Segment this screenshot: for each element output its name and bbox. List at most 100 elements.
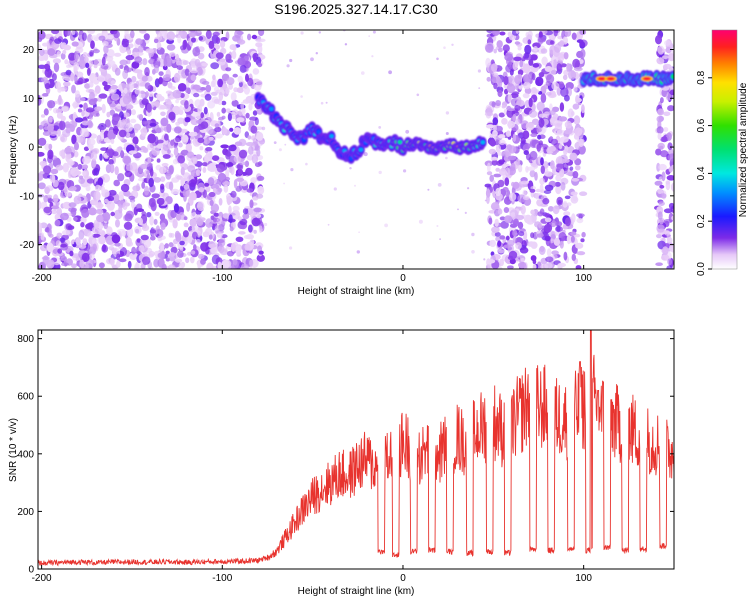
noise-blob: [197, 261, 202, 269]
noise-blob: [436, 225, 439, 227]
noise-blob: [178, 142, 183, 148]
noise-blob: [146, 170, 150, 175]
noise-blob: [161, 263, 167, 269]
noise-blob: [103, 44, 109, 54]
noise-blob: [661, 171, 666, 182]
noise-blob: [239, 218, 248, 226]
noise-blob: [172, 89, 182, 99]
noise-blob: [532, 63, 540, 68]
noise-blob: [160, 117, 169, 127]
noise-blob: [81, 109, 85, 117]
noise-blob: [530, 241, 538, 249]
noise-blob: [156, 57, 161, 62]
noise-blob: [95, 112, 100, 117]
noise-blob: [537, 134, 542, 140]
noise-blob: [560, 181, 566, 191]
noise-blob: [566, 234, 571, 245]
noise-blob: [68, 207, 77, 213]
noise-blob: [157, 252, 165, 259]
noise-blob: [248, 102, 253, 111]
noise-blob: [509, 258, 516, 265]
noise-blob: [167, 264, 176, 269]
trace-series: [254, 91, 487, 164]
noise-blob: [250, 125, 258, 134]
noise-blob: [105, 164, 112, 174]
noise-blob: [231, 115, 237, 120]
noise-blob: [137, 45, 144, 54]
noise-blob: [242, 213, 250, 220]
noise-blob: [139, 90, 145, 95]
noise-blob: [662, 246, 669, 256]
noise-blob: [666, 132, 672, 141]
noise-blob: [49, 130, 58, 137]
noise-blob: [113, 125, 119, 135]
noise-blob: [520, 205, 526, 215]
noise-blob: [545, 91, 552, 96]
noise-blob: [238, 231, 246, 235]
noise-blob: [504, 53, 514, 62]
noise-blob: [198, 187, 205, 193]
noise-blob: [62, 74, 70, 81]
noise-blob: [48, 143, 53, 150]
noise-blob: [96, 134, 102, 144]
noise-blob: [300, 31, 304, 35]
noise-blob: [111, 234, 121, 244]
y-tick-label: 20: [23, 45, 35, 56]
noise-blob: [486, 171, 493, 176]
noise-blob: [239, 64, 247, 73]
noise-blob: [248, 205, 255, 215]
noise-blob: [157, 139, 164, 144]
noise-blob: [490, 202, 500, 211]
colorbar-frame: [711, 29, 738, 270]
noise-blob: [88, 116, 93, 120]
noise-blob: [540, 157, 544, 166]
noise-blob: [504, 177, 510, 187]
noise-blob: [248, 224, 253, 233]
noise-blob: [505, 130, 511, 137]
noise-blob: [491, 159, 498, 166]
noise-blob: [565, 82, 574, 90]
noise-blob: [554, 181, 561, 187]
noise-blob: [121, 230, 126, 237]
noise-blob: [147, 133, 157, 144]
noise-blob: [573, 86, 578, 92]
noise-blob: [575, 265, 582, 269]
noise-blob: [562, 200, 568, 208]
noise-blob: [217, 172, 227, 183]
noise-blob: [668, 202, 674, 210]
noise-blob: [78, 229, 85, 240]
noise-blob: [55, 164, 64, 171]
noise-blob: [204, 93, 212, 101]
noise-blob: [572, 193, 578, 202]
colorbar-ticks: 0.0 0.2 0.4 0.6 0.8: [696, 70, 712, 276]
noise-blob: [38, 124, 44, 130]
noise-blob: [245, 112, 250, 119]
noise-blob: [477, 69, 481, 73]
noise-blob: [145, 48, 154, 54]
noise-blob: [559, 102, 565, 112]
noise-blob: [140, 163, 148, 170]
noise-blob: [226, 195, 231, 206]
noise-blob: [205, 227, 213, 236]
noise-blob: [182, 188, 190, 198]
noise-blob: [403, 169, 407, 173]
noise-blob: [95, 209, 104, 214]
noise-blob: [506, 107, 516, 112]
noise-blob: [63, 81, 71, 87]
noise-blob: [154, 64, 159, 74]
noise-blob: [667, 105, 674, 112]
colorbar-tick-label: 0.6: [696, 118, 707, 132]
noise-blob: [214, 123, 220, 128]
noise-blob: [136, 238, 141, 243]
noise-blob: [131, 201, 135, 209]
noise-blob: [101, 56, 106, 66]
noise-blob: [503, 75, 509, 86]
noise-blob: [541, 56, 548, 66]
noise-blob: [110, 93, 120, 101]
noise-blob: [47, 100, 56, 109]
noise-blobs: [38, 30, 674, 269]
noise-blob: [198, 36, 204, 41]
noise-blob: [439, 238, 441, 241]
noise-blob: [538, 246, 546, 255]
noise-blob: [74, 142, 79, 151]
